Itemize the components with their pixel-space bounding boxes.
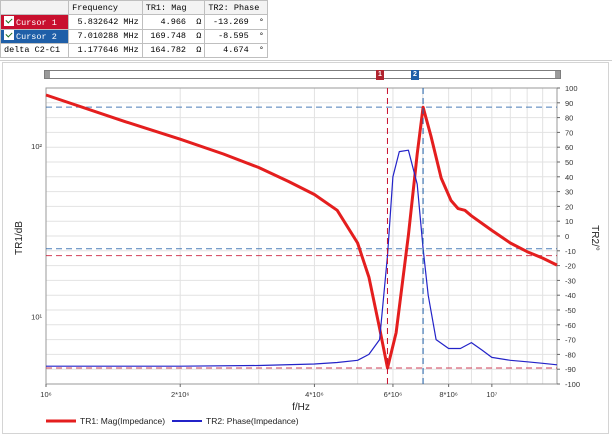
y-right-tick-label: -30 <box>565 276 576 285</box>
delta-label: delta C2-C1 <box>0 42 70 59</box>
x-axis-label: f/Hz <box>292 402 310 413</box>
y-right-tick-label: -10 <box>565 247 576 256</box>
x-axis-ticks: 10⁶ 2*10⁶ 4*10⁶ 6*10⁶ 8*10⁶ 10⁷ <box>40 384 498 399</box>
cursor-2-mag: 169.748 <box>150 31 187 42</box>
legend-label-mag: TR1: Mag(Impedance) <box>80 416 165 426</box>
cursor-1-label-cell[interactable]: Cursor 1 <box>0 14 70 30</box>
header-blank <box>0 0 70 16</box>
ohm-unit: Ω <box>196 16 202 27</box>
grid <box>45 87 557 385</box>
series-line-phase <box>46 149 558 367</box>
zoom-scrollbar[interactable] <box>44 70 561 79</box>
x-tick-label: 6*10⁶ <box>384 390 403 399</box>
scrollbar-left-handle[interactable] <box>45 71 50 78</box>
delta-row: delta C2-C1 1.177646 MHz 164.782 Ω 4.674… <box>0 42 268 59</box>
y-right-tick-label: -60 <box>565 321 576 330</box>
cursor-row-2[interactable]: Cursor 2 7.010288 MHz 169.748 Ω -8.595 ° <box>0 28 268 44</box>
y-right-tick-label: 60 <box>565 143 573 152</box>
y-right-tick-label: 100 <box>565 84 578 93</box>
degree-unit: ° <box>258 16 264 27</box>
x-tick-label: 10⁷ <box>486 390 497 399</box>
y-right-tick-label: 0 <box>565 232 569 241</box>
cursor-1-phase: -13.269 <box>212 16 249 27</box>
cursor-table-header: Frequency TR1: Mag TR2: Phase <box>0 0 268 16</box>
y-right-axis-ticks: 1009080706050403020100-10-20-30-40-50-60… <box>557 84 580 389</box>
delta-mag-cell: 164.782 Ω <box>141 42 206 59</box>
y-right-tick-label: 80 <box>565 114 573 123</box>
y-right-tick-label: 20 <box>565 202 573 211</box>
y-right-tick-label: 10 <box>565 217 573 226</box>
cursor-1-marker[interactable]: 1 <box>376 70 384 80</box>
cursor-2-marker[interactable]: 2 <box>411 70 419 80</box>
header-mag: TR1: Mag <box>141 0 206 16</box>
delta-freq: 1.177646 MHz <box>68 42 143 59</box>
ohm-unit: Ω <box>196 45 202 56</box>
x-tick-label: 10⁶ <box>40 390 51 399</box>
series-group <box>45 93 558 370</box>
y-right-tick-label: 70 <box>565 128 573 137</box>
y-right-tick-label: -50 <box>565 306 576 315</box>
y-right-tick-label: 40 <box>565 173 573 182</box>
y-right-tick-label: 90 <box>565 99 573 108</box>
cursor-level-lines <box>46 106 557 369</box>
y-right-tick-label: 50 <box>565 158 573 167</box>
degree-unit: ° <box>258 45 264 56</box>
y-right-tick-label: -90 <box>565 365 576 374</box>
delta-mag: 164.782 <box>150 45 187 56</box>
y-left-axis-label: TR1/dB <box>14 221 25 255</box>
y-right-tick-label: -40 <box>565 291 576 300</box>
checkbox-icon[interactable] <box>4 15 14 26</box>
cursor-2-label: Cursor 2 <box>16 32 57 43</box>
y-right-tick-label: -100 <box>565 380 580 389</box>
cursor-1-mag: 4.966 <box>160 16 187 27</box>
cursor-table: Frequency TR1: Mag TR2: Phase Cursor 1 5… <box>0 0 268 59</box>
ohm-unit: Ω <box>196 31 202 42</box>
divider <box>0 60 612 61</box>
series-line-mag <box>45 93 558 370</box>
x-tick-label: 2*10⁶ <box>171 390 190 399</box>
x-tick-label: 8*10⁶ <box>439 390 458 399</box>
cursor-2-phase: -8.595 <box>218 31 249 42</box>
delta-phase-cell: 4.674 ° <box>204 42 268 59</box>
legend-label-phase: TR2: Phase(Impedance) <box>206 416 299 426</box>
y-left-tick-label: 10² <box>31 142 42 151</box>
header-phase: TR2: Phase <box>204 0 268 16</box>
cursor-1-label: Cursor 1 <box>16 17 57 28</box>
delta-phase: 4.674 <box>223 45 249 56</box>
y-right-tick-label: -20 <box>565 262 576 271</box>
degree-unit: ° <box>258 31 264 42</box>
checkbox-icon[interactable] <box>4 30 14 41</box>
chart-panel <box>2 62 609 434</box>
scrollbar-right-handle[interactable] <box>555 71 560 78</box>
header-frequency: Frequency <box>68 0 143 16</box>
y-right-axis-label: TR2/° <box>589 225 600 251</box>
y-left-tick-label: 10¹ <box>31 312 42 321</box>
y-right-tick-label: -80 <box>565 350 576 359</box>
y-left-axis-ticks: 10¹ 10² <box>31 142 42 321</box>
cursor-2-label-cell[interactable]: Cursor 2 <box>0 28 70 44</box>
x-tick-label: 4*10⁶ <box>305 390 324 399</box>
y-right-tick-label: -70 <box>565 336 576 345</box>
legend: TR1: Mag(Impedance) TR2: Phase(Impedance… <box>46 416 299 426</box>
cursor-1-phase-cell: -13.269 ° <box>204 14 268 30</box>
y-right-tick-label: 30 <box>565 188 573 197</box>
